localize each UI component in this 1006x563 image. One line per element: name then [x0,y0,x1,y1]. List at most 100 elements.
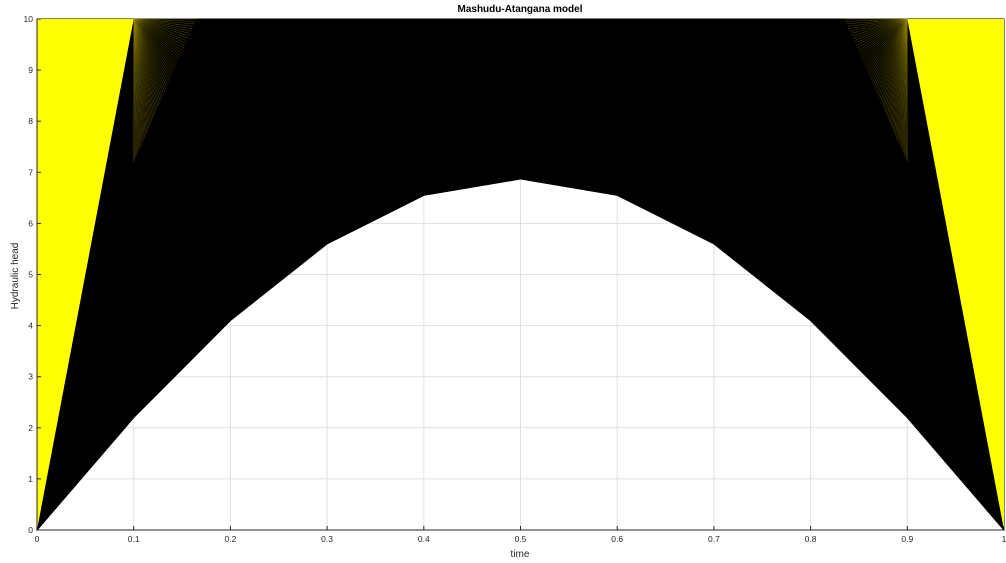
moire-line [900,18,908,148]
chart-title: Mashudu-Atangana model [457,4,582,15]
moire-line [133,18,173,75]
moire-line [889,18,908,121]
moire-line [895,18,908,136]
moire-line [133,18,184,49]
moire-line [133,18,148,131]
moire-line [891,18,908,126]
moire-line [133,18,180,58]
moire-line [850,18,908,34]
moire-line [846,18,908,25]
moire-line [133,18,144,141]
moire-line [133,18,168,85]
moire-line [133,18,135,160]
moire-line [849,18,908,32]
moire-line [856,18,908,46]
moire-line [876,18,908,92]
moire-line [897,18,908,141]
moire-line [864,18,908,66]
moire-line [863,18,908,63]
moire-line [875,18,908,90]
moire-line [860,18,908,56]
x-tick-label: 0 [35,534,40,544]
moire-line [133,18,157,112]
x-tick-label: 0.5 [515,534,527,544]
x-axis-title: time [511,549,530,560]
moire-line [845,18,908,22]
moire-line [878,18,908,97]
moire-line [861,18,908,58]
moire-line [133,18,141,148]
moire-line [852,18,908,39]
y-tick-label: 5 [28,270,33,280]
moire-line [904,18,908,158]
moire-line [133,18,193,29]
moire-line [859,18,908,54]
moire-line [133,18,154,119]
moire-line [133,18,176,68]
moire-line [133,18,174,73]
moire-line [133,18,170,83]
moire-line [851,18,908,37]
moire-line [133,18,137,158]
moire-line [882,18,908,107]
moire-line [906,18,908,160]
moire-line [133,18,140,150]
moire-line [133,18,179,61]
x-tick-label: 0.3 [321,534,333,544]
moire-line [877,18,908,95]
y-tick-labels: 0 1 2 3 4 5 6 7 8 9 10 [24,14,34,535]
moire-line [133,18,186,44]
yellow-region-right [907,19,1004,530]
y-tick-label: 0 [28,525,33,535]
moire-line [133,18,162,100]
axes [36,18,1005,531]
moire-line [133,18,143,143]
moire-line [880,18,908,102]
moire-line [881,18,908,104]
moire-line [133,18,182,54]
y-tick-label: 10 [24,14,34,24]
moire-line [133,18,194,27]
moire-line [133,18,185,46]
x-tick-label: 0.2 [224,534,236,544]
x-tick-labels: 0 0.1 0.2 0.3 0.4 0.5 0.6 0.7 0.8 0.9 1 [35,534,1006,544]
moire-line [892,18,908,129]
y-tick-label: 6 [28,218,33,228]
moire-line [133,18,145,138]
moire-line [133,18,177,66]
moire-line [869,18,908,78]
moire-line [133,18,138,155]
moire-line [855,18,908,44]
y-tick-label: 4 [28,321,33,331]
moire-line [133,18,181,56]
moire-line [133,18,189,39]
moire-line [899,18,908,146]
x-tick-label: 0.1 [128,534,140,544]
y-tick-label: 8 [28,116,33,126]
moire-line [870,18,908,80]
moire-line [887,18,908,119]
moire-line [890,18,908,124]
x-tick-label: 1 [1002,534,1006,544]
moire-line [893,18,908,131]
moire-line [865,18,908,68]
moire-line [874,18,908,87]
moire-line [133,18,175,71]
moire-line [884,18,908,112]
moire-line [883,18,908,109]
moire-line [133,18,171,80]
yellow-region-left [37,19,134,530]
y-tick-label: 3 [28,372,33,382]
moire-line [896,18,908,138]
moire-line [133,18,151,124]
moire-line [133,18,158,109]
moire-line [894,18,908,133]
moire-line [133,18,146,136]
moire-line [133,18,190,37]
moire-line [133,18,178,63]
moire-line [133,18,159,107]
moire-line [133,18,183,51]
moire-line [133,18,172,78]
